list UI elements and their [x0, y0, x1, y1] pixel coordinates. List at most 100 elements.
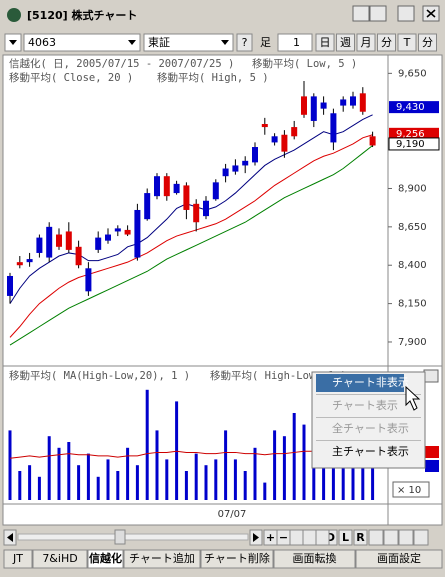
tab[interactable] [355, 549, 443, 569]
nav-button[interactable] [368, 529, 384, 546]
nav-button[interactable] [315, 529, 330, 546]
market-text: 東証 [148, 36, 170, 49]
nav-button[interactable] [353, 529, 368, 546]
bar [204, 465, 208, 500]
nav-label: + [266, 531, 275, 544]
bar [86, 453, 90, 500]
pane-menu-button[interactable] [423, 369, 439, 383]
period-button[interactable] [315, 33, 335, 52]
bar [28, 465, 32, 500]
help-button[interactable] [236, 33, 253, 52]
tab-label: 画面転換 [293, 552, 337, 565]
bar [96, 476, 100, 500]
candle-body [330, 113, 337, 143]
candle-body [46, 226, 53, 258]
period-button[interactable] [336, 33, 355, 52]
bar [47, 436, 51, 500]
nav-button[interactable] [413, 529, 429, 546]
bar-count: 1 [293, 36, 300, 49]
period-label: 月 [361, 36, 372, 49]
tab[interactable] [87, 549, 124, 569]
candle-body [114, 228, 121, 232]
candle-body [183, 185, 190, 210]
code-field[interactable] [23, 33, 141, 52]
tab[interactable] [3, 549, 33, 569]
code-text: 4063 [28, 36, 56, 49]
candle-body [163, 176, 170, 197]
candle-body [26, 259, 33, 263]
menu-highlight [316, 374, 404, 392]
tab-label: チャート削除 [204, 551, 270, 565]
y-tick-label: 8,400 [398, 260, 427, 271]
candle-body [173, 183, 180, 194]
nav-button[interactable] [338, 529, 353, 546]
mouse-cursor [405, 385, 421, 411]
menu-item[interactable]: 全チャート表示 [332, 421, 409, 435]
legend-text: 信越化( 日, 2005/07/15 - 2007/07/25 ) [9, 57, 234, 70]
bar-count-field[interactable] [277, 33, 313, 52]
candle-body [36, 237, 43, 253]
scroll-thumb[interactable] [114, 529, 126, 545]
nav-button[interactable] [383, 529, 399, 546]
menu-item[interactable]: チャート表示 [332, 398, 398, 412]
dropdown-arrow [221, 40, 229, 45]
title-buttons[interactable] [352, 5, 440, 22]
bar [116, 471, 120, 500]
market-field[interactable] [143, 33, 234, 52]
scroll-track[interactable] [17, 533, 249, 541]
candle-body [252, 147, 258, 163]
nav-button[interactable] [302, 529, 317, 546]
title-button[interactable] [352, 5, 370, 22]
candle-body [301, 96, 307, 115]
period-button[interactable] [356, 33, 376, 52]
nav-label: − [279, 531, 288, 544]
candle-body [340, 99, 347, 106]
bar [106, 459, 110, 500]
ma-line [9, 145, 373, 346]
tab[interactable] [123, 549, 201, 569]
candle-body [124, 229, 131, 235]
tab-label: 7&iHD [42, 552, 77, 565]
legend-text: 移動平均( Close, 20 ) [9, 71, 133, 84]
period-label: 日 [320, 36, 331, 49]
dropdown-arrow [128, 40, 136, 45]
bar [18, 471, 22, 500]
menu-item[interactable]: チャート非表示 [332, 375, 409, 389]
scale-label: × 10 [397, 485, 421, 496]
bar [302, 424, 306, 500]
period-label: 分 [381, 36, 392, 49]
period-button[interactable] [418, 33, 437, 52]
candle-body [281, 134, 288, 152]
candle-body [7, 275, 13, 296]
legend-text: 移動平均( Low, 5 ) [252, 57, 357, 70]
bar [57, 447, 61, 500]
period-button[interactable] [397, 33, 417, 52]
candle-body [320, 102, 327, 109]
tab[interactable] [200, 549, 274, 569]
nav-button[interactable] [289, 529, 304, 546]
candle-body [16, 262, 23, 266]
period-button[interactable] [377, 33, 396, 52]
close-icon [426, 9, 436, 18]
nav-label: L [342, 531, 349, 544]
period-label: T [403, 36, 411, 49]
nav-button[interactable] [398, 529, 414, 546]
menu-item[interactable]: 主チャート表示 [332, 444, 409, 458]
bar [8, 430, 12, 500]
tab[interactable] [273, 549, 356, 569]
tab-label: 画面設定 [377, 551, 421, 565]
candle-body [232, 165, 239, 172]
bar-marker [425, 460, 439, 472]
y-tick-label: 7,900 [398, 337, 427, 348]
minimize-button[interactable] [397, 5, 415, 22]
candle-body [65, 231, 72, 250]
bar [37, 476, 41, 500]
tab[interactable] [32, 549, 88, 569]
bar [126, 447, 130, 500]
tab-label: 信越化 [89, 551, 122, 565]
arrow [7, 533, 13, 542]
title-button[interactable] [369, 5, 387, 22]
